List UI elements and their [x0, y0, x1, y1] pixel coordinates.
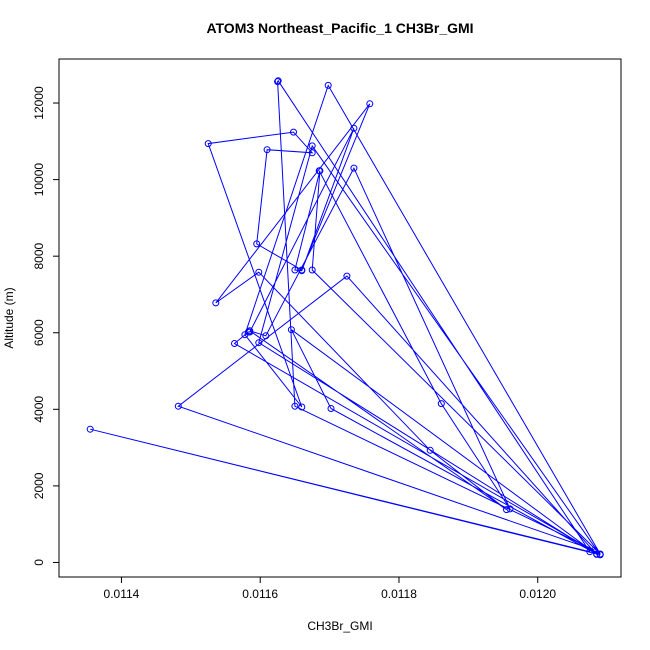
data-point: [274, 77, 282, 85]
y-tick-label: 8000: [32, 242, 46, 269]
data-point: [298, 403, 306, 411]
y-tick-label: 6000: [32, 319, 46, 346]
data-point: [506, 505, 514, 513]
data-point: [290, 128, 297, 136]
data-point: [343, 272, 351, 280]
data-point: [593, 550, 601, 558]
data-point: [586, 548, 594, 556]
data-point: [315, 167, 323, 175]
data-point: [291, 402, 299, 410]
data-point: [174, 402, 182, 410]
data-point: [246, 327, 254, 335]
data-point: [274, 78, 282, 86]
data-point: [298, 266, 306, 274]
data-point: [350, 124, 358, 132]
y-tick-label: 10000: [32, 163, 46, 197]
data-point: [308, 142, 316, 150]
data-point: [287, 326, 295, 334]
y-axis: 0 2000 4000 6000 8000 10000 12000: [32, 86, 59, 566]
data-point: [591, 546, 599, 554]
series-line: [90, 79, 601, 556]
data-point: [327, 405, 335, 412]
y-tick-label: 0: [32, 559, 46, 566]
data-point: [426, 446, 434, 454]
data-point: [241, 331, 249, 339]
data-point: [255, 339, 263, 347]
data-point: [366, 100, 374, 108]
data-point: [350, 164, 358, 172]
plot-frame: [58, 58, 622, 578]
data-point: [263, 146, 271, 154]
y-tick-label: 12000: [32, 86, 46, 120]
y-tick-label: 2000: [32, 472, 46, 499]
data-point: [255, 268, 263, 276]
x-axis-label: CH3Br_GMI: [307, 619, 372, 633]
x-tick-label: 0.0118: [381, 587, 417, 601]
x-tick-label: 0.0116: [242, 587, 278, 601]
data-point: [86, 425, 94, 433]
x-tick-label: 0.0114: [104, 587, 140, 601]
data-point: [437, 400, 445, 408]
data-point: [204, 140, 212, 148]
data-point: [291, 266, 299, 274]
data-point: [596, 550, 604, 558]
data-point: [212, 299, 220, 307]
data-point: [262, 332, 270, 340]
y-tick-label: 4000: [32, 396, 46, 423]
data-point: [231, 340, 238, 347]
y-axis-label: Altitude (m): [2, 287, 16, 348]
data-point: [308, 149, 316, 157]
chart-title: ATOM3 Northeast_Pacific_1 CH3Br_GMI: [206, 20, 473, 36]
series: [86, 77, 604, 559]
data-point: [253, 240, 261, 248]
data-point: [308, 266, 316, 274]
data-point: [503, 506, 510, 514]
x-tick-label: 0.0120: [519, 587, 556, 601]
x-axis: 0.0114 0.0116 0.0118 0.0120: [104, 577, 556, 601]
data-point: [324, 81, 332, 89]
